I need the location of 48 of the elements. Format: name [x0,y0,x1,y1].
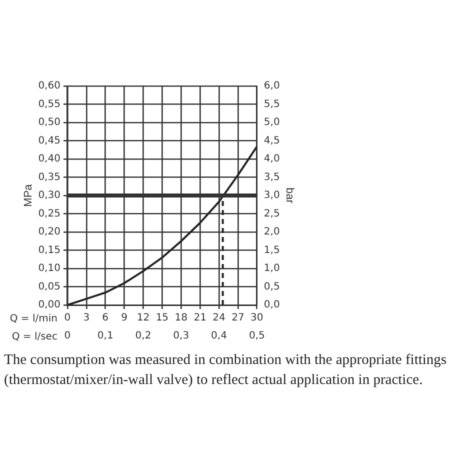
y-tick-label: 0,30 [38,190,60,202]
y-axis-title: MPa [22,183,35,207]
y2-tick-label: 5,0 [264,117,280,128]
y2-tick-label: 0,0 [264,300,280,311]
y2-tick-label: 4,5 [264,135,280,146]
x-tick-label: 21 [194,312,206,324]
y-tick-label: 0,40 [38,154,60,165]
y-tick-label: 0,50 [38,117,60,128]
x-tick-label: 24 [212,312,226,324]
x2-tick-label: 0,4 [211,330,227,342]
y-tick-label: 0,15 [38,244,60,256]
x-tick-label: 15 [156,312,169,324]
x2-axis-title: Q = l/sec [12,332,58,343]
x2-tick-label: 0 [64,330,71,342]
x-tick-label: 30 [250,312,264,324]
y2-tick-label: 4,0 [264,154,280,165]
y-tick-label: 0,35 [38,172,60,183]
y-tick-label: 0,25 [38,208,60,220]
y-tick-label: 0,55 [38,98,60,110]
x2-tick-label: 0,5 [248,330,265,342]
x2-tick-label: 0,1 [97,330,114,342]
x-tick-label: 12 [136,312,150,324]
y2-tick-label: 1,5 [264,244,280,256]
y2-tick-label: 0,5 [264,281,280,292]
y2-tick-label: 3,5 [264,172,280,183]
y-tick-label: 0,00 [38,300,60,311]
y2-tick-label: 1,0 [264,263,280,274]
x-tick-label: 27 [232,312,244,324]
y2-tick-label: 2,5 [264,208,280,220]
y-tick-label: 0,05 [38,281,60,292]
x-tick-label: 0 [64,312,71,324]
y2-tick-label: 6,0 [264,80,280,92]
x2-tick-label: 0,3 [173,330,190,342]
x-axis-title: Q = l/min [10,314,58,325]
y2-tick-label: 3,0 [264,190,280,202]
y2-axis-title: bar [283,188,296,204]
x-tick-label: 6 [102,312,109,324]
y-tick-label: 0,10 [38,263,60,274]
y-tick-label: 0,20 [38,226,60,238]
y2-tick-label: 2,0 [264,226,280,238]
x-tick-label: 3 [83,312,90,324]
y-tick-label: 0,60 [38,80,60,92]
y-tick-label: 0,45 [38,135,60,146]
x-tick-label: 9 [121,312,128,324]
x-tick-label: 18 [174,312,188,324]
text: The consumption was measured in combination with the appropriate fittings (thermostat/mixer/in-wall valve) to reflect actual application in practice. [4,351,448,390]
y2-tick-label: 5,5 [264,98,280,110]
x2-tick-label: 0,2 [135,330,152,342]
